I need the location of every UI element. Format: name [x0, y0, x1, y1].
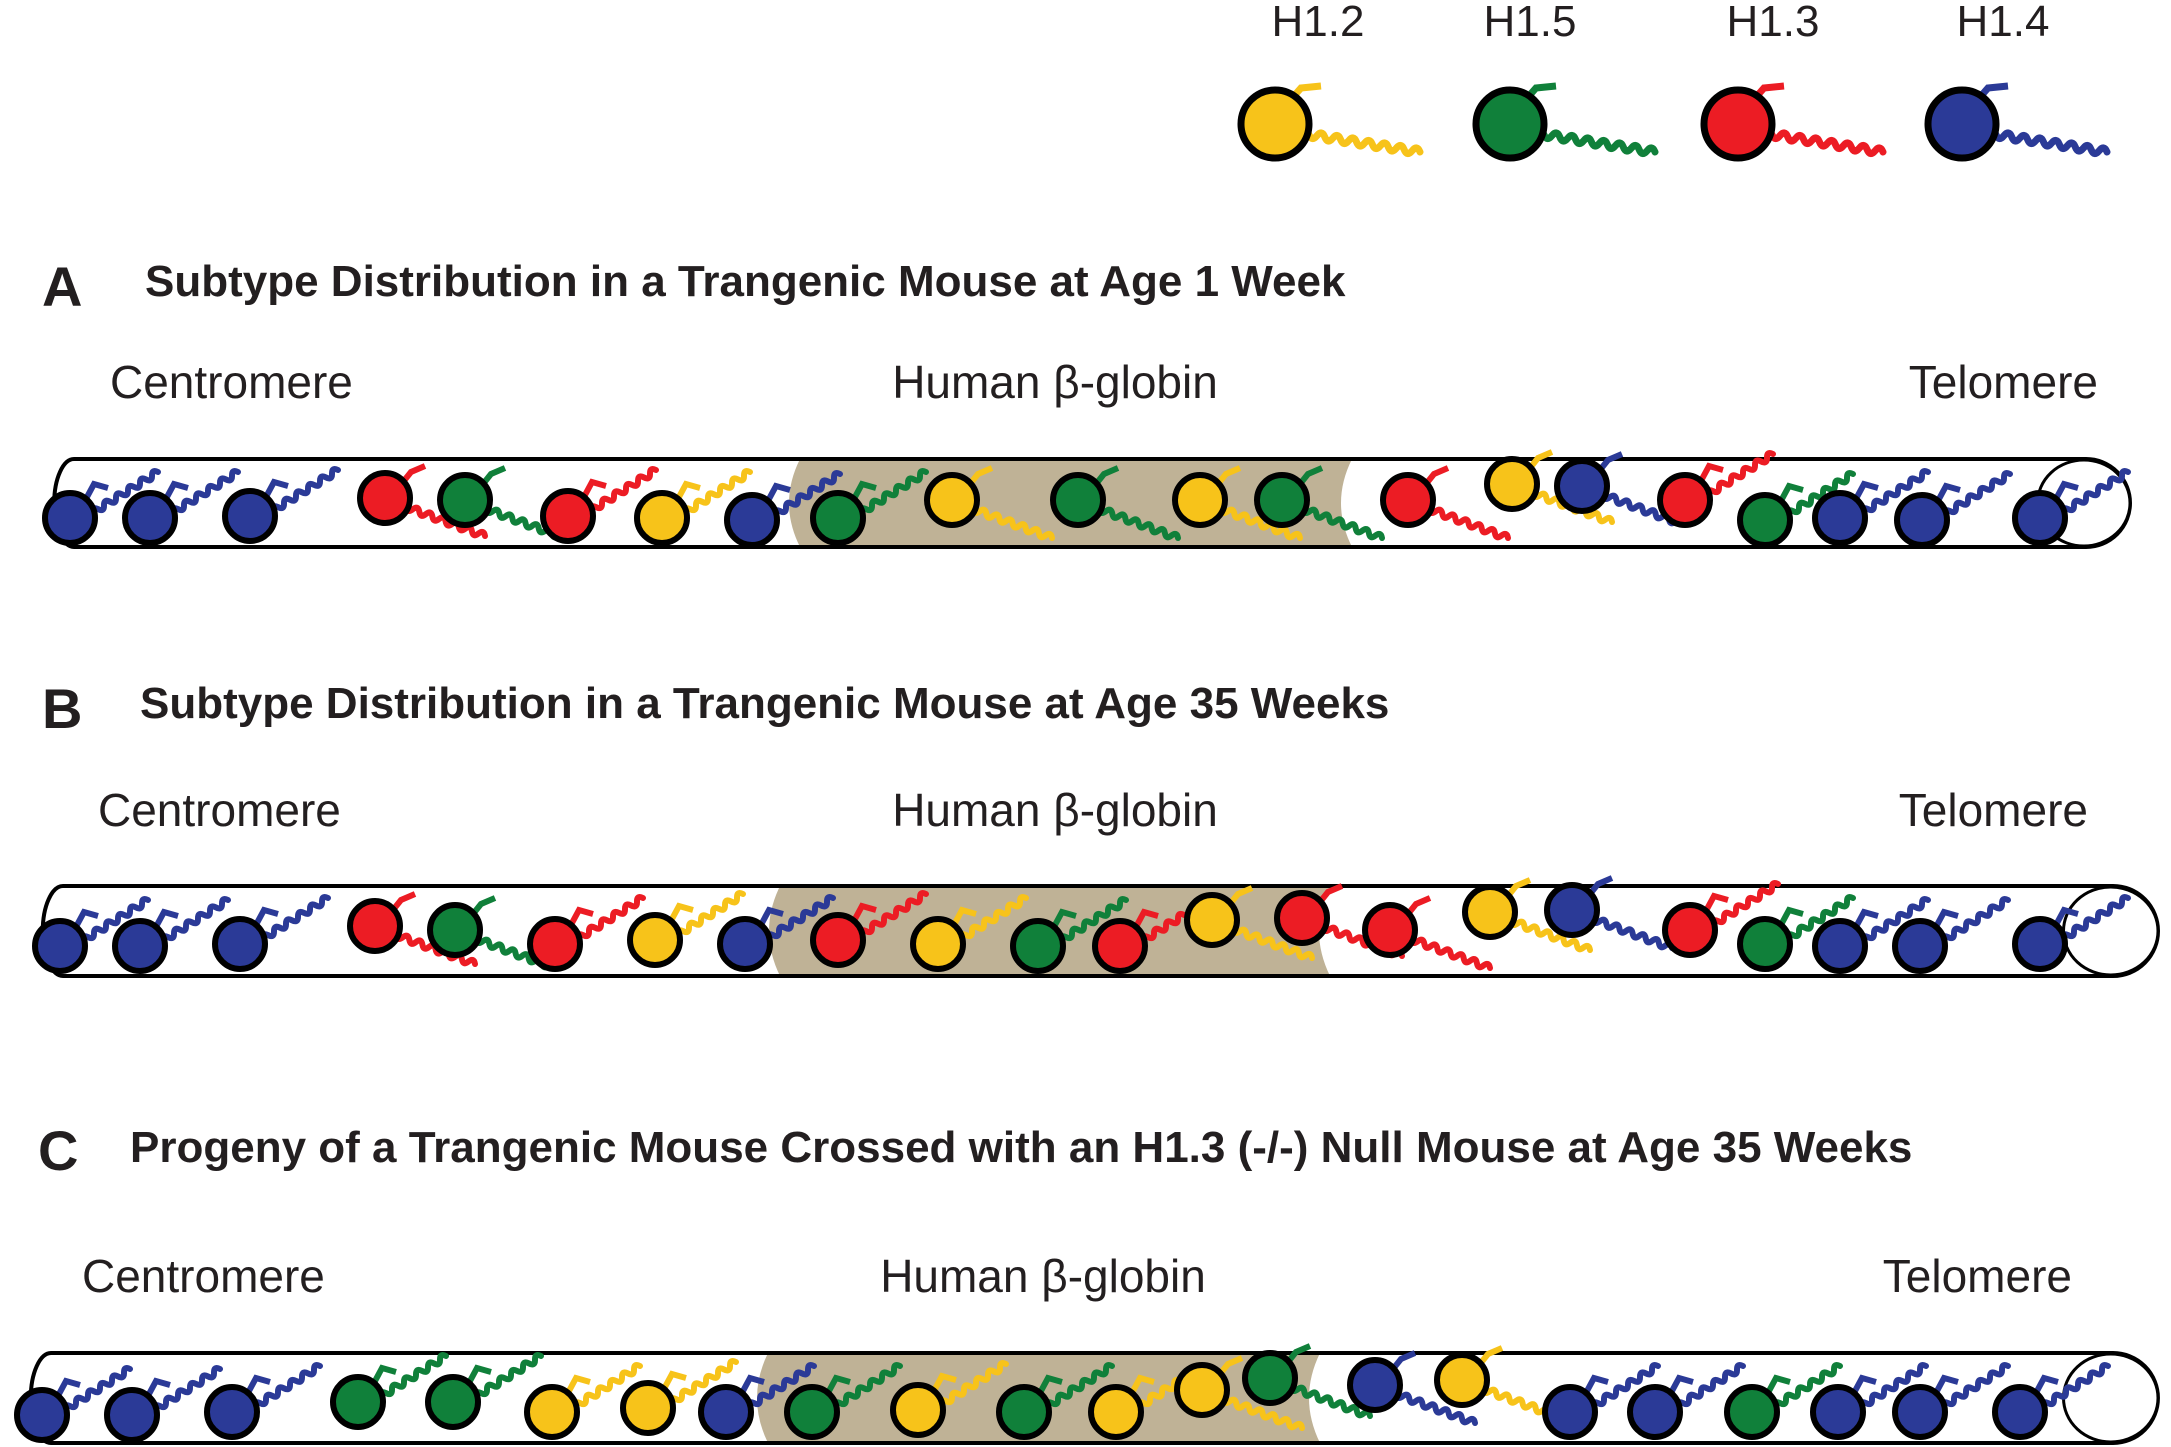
telomere-label-c: Telomere	[1883, 1250, 2072, 1302]
chromosome-b	[32, 875, 2160, 978]
histone-H1-4	[32, 896, 151, 974]
histone-H1-4	[14, 1365, 133, 1443]
legend-icons	[1237, 82, 2111, 162]
histone-H1-3	[540, 466, 659, 544]
histone-H1-2	[1462, 877, 1593, 953]
globin-label-c: Human β-globin	[880, 1250, 1206, 1302]
histone-H1-2	[924, 465, 1055, 541]
histone-H1-5	[1737, 470, 1856, 548]
panel-letter-c: C	[38, 1119, 78, 1182]
panel-letter-a: A	[42, 255, 82, 318]
histone-H1-3	[1362, 895, 1493, 971]
histone-H1-4	[122, 468, 241, 546]
legend-label-h1-3: H1.3	[1727, 0, 1820, 46]
legend-histone-H1-2	[1237, 82, 1424, 162]
histone-H1-3	[357, 463, 488, 539]
telomere-label-b: Telomere	[1899, 784, 2088, 836]
telomere-label-a: Telomere	[1909, 356, 2098, 408]
histone-H1-2	[890, 1360, 1009, 1438]
centromere-label-c: Centromere	[82, 1250, 325, 1302]
histone-H1-3	[347, 891, 478, 967]
histone-H1-4	[698, 1362, 817, 1440]
histone-H1-2	[1184, 885, 1315, 961]
histone-H1-5	[810, 468, 929, 546]
legend-label-h1-5: H1.5	[1484, 0, 1577, 46]
histone-H1-4	[112, 896, 231, 974]
histone-H1-2	[1434, 1345, 1565, 1421]
histone-H1-2	[910, 894, 1029, 972]
legend-label-h1-2: H1.2	[1272, 0, 1365, 46]
centromere-label-b: Centromere	[98, 784, 341, 836]
panel-title-c: Progeny of a Trangenic Mouse Crossed wit…	[130, 1123, 1912, 1172]
telomere-end-b	[2062, 885, 2160, 977]
legend-histone-H1-3	[1700, 82, 1887, 162]
histone-H1-3	[810, 890, 929, 968]
histone-H1-4	[42, 468, 161, 546]
histone-H1-3	[1380, 465, 1511, 541]
histone-H1-5	[1724, 1362, 1843, 1440]
panel-b: B Subtype Distribution in a Trangenic Mo…	[32, 677, 2160, 978]
histone-H1-2	[634, 468, 753, 546]
panel-letter-b: B	[42, 677, 82, 740]
histone-H1-4	[222, 466, 341, 544]
panel-a: A Subtype Distribution in a Trangenic Mo…	[42, 255, 2132, 549]
histone-H1-4	[1812, 896, 1931, 974]
histone-H1-4	[1347, 1350, 1478, 1426]
centromere-label-a: Centromere	[110, 356, 353, 408]
histone-H1-4	[717, 894, 836, 972]
histone-H1-4	[1542, 1362, 1661, 1440]
histone-H1-5	[1050, 465, 1181, 541]
histone-H1-4	[2012, 894, 2131, 972]
histone-H1-4	[204, 1362, 323, 1440]
histone-H1-4	[1544, 875, 1675, 951]
histone-H1-5	[1254, 465, 1385, 541]
histone-H1-4	[2012, 468, 2131, 546]
panel-title-b: Subtype Distribution in a Trangenic Mous…	[140, 679, 1389, 728]
histone-H1-3	[1662, 880, 1781, 958]
histone-H1-2	[524, 1362, 643, 1440]
histone-H1-2	[620, 1358, 739, 1436]
panel-title-a: Subtype Distribution in a Trangenic Mous…	[145, 257, 1346, 306]
histone-H1-5	[330, 1352, 449, 1430]
histone-H1-5	[1242, 1343, 1373, 1419]
legend: H1.2 H1.5 H1.3 H1.4	[1237, 0, 2111, 162]
histone-H1-4	[212, 894, 331, 972]
histone-H1-2	[627, 890, 746, 968]
legend-histone-H1-5	[1472, 82, 1659, 162]
globin-label-a: Human β-globin	[892, 356, 1218, 408]
histone-H1-4	[1810, 1362, 1929, 1440]
histone-H1-3	[1657, 450, 1776, 528]
histone-H1-2	[1174, 1355, 1305, 1431]
histone-H1-4	[1892, 1362, 2011, 1440]
chromosome-a	[42, 449, 2132, 549]
histone-H1-4	[1627, 1362, 1746, 1440]
histone-H1-5	[996, 1362, 1115, 1440]
histone-H1-5	[784, 1362, 903, 1440]
histone-H1-3	[1274, 883, 1405, 959]
histone-H1-4	[1892, 896, 2011, 974]
histone-H1-5	[425, 1352, 544, 1430]
histone-H1-5	[1737, 894, 1856, 972]
globin-label-b: Human β-globin	[892, 784, 1218, 836]
histone-H1-3	[527, 894, 646, 972]
legend-label-h1-4: H1.4	[1957, 0, 2050, 46]
histone-H1-3	[1092, 896, 1211, 974]
histone-H1-5	[1010, 896, 1129, 974]
histone-H1-4	[1992, 1362, 2111, 1440]
histone-H1-2	[1172, 465, 1303, 541]
panel-c: C Progeny of a Trangenic Mouse Crossed w…	[14, 1119, 2160, 1445]
histone-H1-4	[104, 1365, 223, 1443]
chromosome-c	[14, 1343, 2160, 1445]
histone-H1-4	[1812, 468, 1931, 546]
histone-H1-4	[1894, 470, 2013, 548]
telomere-end-c	[2062, 1352, 2160, 1444]
legend-histone-H1-4	[1924, 82, 2111, 162]
histone-H1-4	[724, 470, 843, 548]
